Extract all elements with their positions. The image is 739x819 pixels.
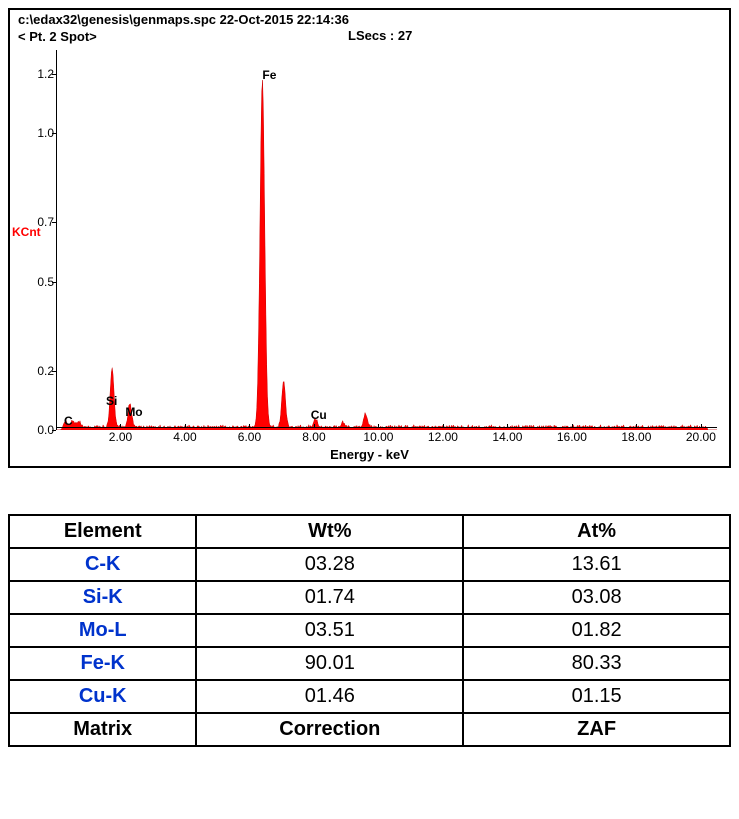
x-tick-label: 12.00 [428, 430, 458, 444]
peak-label-mo: Mo [125, 405, 142, 419]
footer-correction: Correction [196, 713, 463, 746]
at-cell: 03.08 [463, 581, 730, 614]
wt-cell: 03.28 [196, 548, 463, 581]
header-wt: Wt% [196, 515, 463, 548]
x-tick-label: 4.00 [173, 430, 196, 444]
x-tick-label: 10.00 [363, 430, 393, 444]
at-cell: 13.61 [463, 548, 730, 581]
x-tick-label: 6.00 [238, 430, 261, 444]
x-tick-label: 16.00 [557, 430, 587, 444]
at-cell: 80.33 [463, 647, 730, 680]
table-row: Fe-K90.0180.33 [9, 647, 730, 680]
y-tick-label: 1.0 [30, 126, 54, 140]
y-tick-label: 0.0 [30, 423, 54, 437]
footer-matrix: Matrix [9, 713, 196, 746]
spot-label: < Pt. 2 Spot> [18, 29, 349, 46]
element-cell: C-K [9, 548, 196, 581]
x-tick-label: 8.00 [302, 430, 325, 444]
at-cell: 01.82 [463, 614, 730, 647]
at-cell: 01.15 [463, 680, 730, 713]
footer-zaf: ZAF [463, 713, 730, 746]
element-table-container: Element Wt% At% C-K03.2813.61Si-K01.7403… [8, 514, 731, 747]
wt-cell: 03.51 [196, 614, 463, 647]
table-row: Cu-K01.4601.15 [9, 680, 730, 713]
element-cell: Fe-K [9, 647, 196, 680]
table-row: Si-K01.7403.08 [9, 581, 730, 614]
wt-cell: 90.01 [196, 647, 463, 680]
x-tick-label: 2.00 [109, 430, 132, 444]
peak-label-cu: Cu [311, 408, 327, 422]
x-tick-label: 18.00 [621, 430, 651, 444]
x-axis [56, 427, 717, 428]
chart-header: c:\edax32\genesis\genmaps.spc 22-Oct-201… [18, 12, 349, 46]
header-element: Element [9, 515, 196, 548]
eds-spectrum-chart: c:\edax32\genesis\genmaps.spc 22-Oct-201… [8, 8, 731, 468]
table-row: Mo-L03.5101.82 [9, 614, 730, 647]
x-tick-label: 14.00 [492, 430, 522, 444]
element-table: Element Wt% At% C-K03.2813.61Si-K01.7403… [8, 514, 731, 747]
peak-label-c: C [64, 414, 73, 428]
table-row: C-K03.2813.61 [9, 548, 730, 581]
y-axis [56, 50, 57, 430]
file-path: c:\edax32\genesis\genmaps.spc 22-Oct-201… [18, 12, 349, 29]
spectrum-plot [56, 50, 717, 430]
peak-label-fe: Fe [262, 68, 276, 82]
header-at: At% [463, 515, 730, 548]
y-tick-label: 1.2 [30, 67, 54, 81]
element-cell: Si-K [9, 581, 196, 614]
y-tick-label: 0.5 [30, 275, 54, 289]
element-cell: Mo-L [9, 614, 196, 647]
wt-cell: 01.46 [196, 680, 463, 713]
element-cell: Cu-K [9, 680, 196, 713]
x-axis-label: Energy - keV [330, 447, 409, 462]
wt-cell: 01.74 [196, 581, 463, 614]
y-tick-label: 0.7 [30, 215, 54, 229]
y-tick-label: 0.2 [30, 364, 54, 378]
table-footer-row: Matrix Correction ZAF [9, 713, 730, 746]
peak-label-si: Si [106, 394, 117, 408]
y-tick-mark [52, 430, 56, 431]
lsecs-label: LSecs : 27 [348, 28, 412, 43]
x-tick-label: 20.00 [686, 430, 716, 444]
table-header-row: Element Wt% At% [9, 515, 730, 548]
